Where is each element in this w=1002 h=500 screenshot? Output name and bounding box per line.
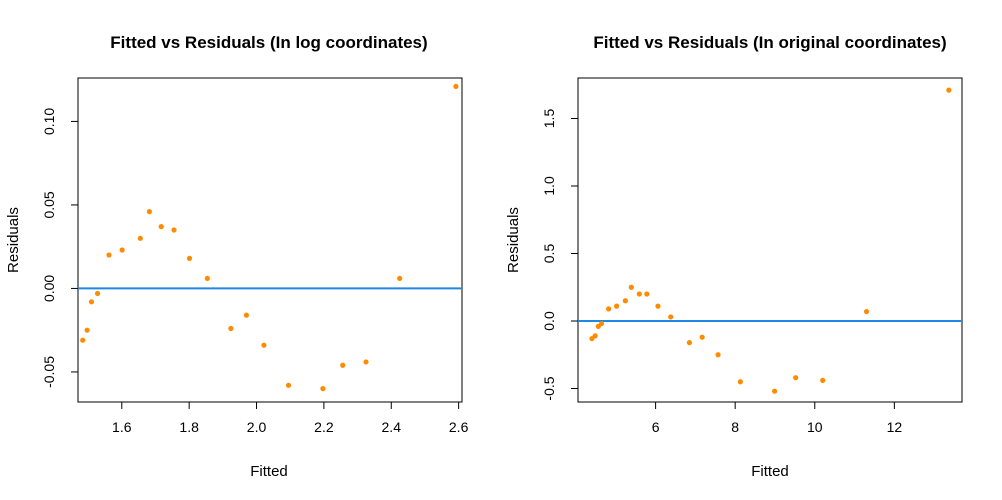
data-point — [863, 308, 870, 315]
plot-frame — [77, 77, 463, 403]
x-tick-label: 2.2 — [314, 419, 334, 435]
data-point — [84, 327, 90, 333]
data-points — [80, 83, 459, 392]
x-axis-label: Fitted — [751, 463, 789, 480]
x-tick-label: 2.6 — [449, 419, 469, 435]
chart-log-coordinates: Fitted vs Residuals (In log coordinates)… — [5, 33, 469, 480]
y-tick-label: -0.05 — [41, 356, 57, 388]
y-tick-label: 0.05 — [41, 191, 57, 218]
y-axis-label: Residuals — [5, 207, 22, 273]
data-point — [946, 87, 952, 93]
data-point — [119, 247, 125, 253]
y-axis-label: Residuals — [505, 207, 522, 273]
y-tick-label: 0.00 — [41, 275, 57, 302]
plot-frame — [577, 77, 963, 403]
y-tick-label: 0.10 — [41, 108, 57, 135]
x-tick-label: 2.0 — [247, 419, 267, 435]
chart-original-coordinates: Fitted vs Residuals (In original coordin… — [505, 33, 963, 480]
x-tick-label: 6 — [652, 419, 660, 435]
y-tick-label: 1.5 — [541, 109, 557, 129]
data-point — [228, 325, 234, 332]
x-tick-label: 12 — [887, 419, 903, 435]
data-point — [186, 255, 193, 261]
data-point — [606, 306, 612, 312]
x-tick-label: 2.4 — [382, 419, 402, 435]
data-point — [453, 83, 459, 89]
data-point — [397, 275, 403, 282]
x-axis-label: Fitted — [250, 463, 288, 480]
data-point — [699, 334, 705, 340]
x-axis: 1.6 1.8 2.0 2.2 2.4 2.6 — [112, 401, 469, 435]
y-axis: -0.05 0.00 0.05 0.10 — [41, 108, 79, 388]
data-point — [592, 333, 598, 339]
data-point — [88, 299, 95, 305]
data-point — [622, 298, 628, 304]
data-point — [106, 252, 112, 258]
x-tick-label: 8 — [731, 419, 739, 435]
data-point — [146, 209, 153, 215]
data-point — [94, 290, 101, 297]
data-point — [320, 386, 326, 392]
x-tick-label: 1.6 — [112, 419, 132, 435]
data-point — [820, 377, 826, 383]
data-point — [158, 224, 164, 230]
y-axis: -0.5 0.0 0.5 1.0 1.5 — [541, 109, 579, 401]
data-point — [628, 284, 634, 290]
data-point — [793, 375, 799, 381]
y-tick-label: 0.0 — [541, 311, 557, 331]
data-point — [598, 321, 605, 327]
chart-title: Fitted vs Residuals (In log coordinates) — [110, 33, 427, 52]
y-tick-label: 1.0 — [541, 176, 557, 196]
data-point — [204, 275, 210, 282]
data-point — [261, 342, 267, 348]
data-point — [771, 388, 778, 394]
data-point — [655, 303, 661, 309]
data-point — [644, 291, 650, 297]
data-point — [363, 359, 369, 365]
data-points — [589, 87, 952, 394]
data-point — [171, 227, 177, 233]
data-point — [737, 379, 743, 385]
data-point — [636, 291, 642, 297]
data-point — [613, 303, 620, 309]
data-point — [137, 235, 143, 241]
data-point — [285, 382, 292, 388]
x-tick-label: 1.8 — [179, 419, 199, 435]
data-point — [340, 362, 346, 368]
chart-title: Fitted vs Residuals (In original coordin… — [593, 33, 946, 52]
y-tick-label: 0.5 — [541, 244, 557, 264]
data-point — [668, 314, 674, 320]
data-point — [80, 337, 86, 343]
data-point — [715, 352, 721, 358]
data-point — [243, 312, 250, 318]
x-tick-label: 10 — [807, 419, 823, 435]
data-point — [686, 340, 693, 346]
y-tick-label: -0.5 — [541, 376, 557, 400]
x-axis: 6 8 10 12 — [652, 401, 903, 435]
